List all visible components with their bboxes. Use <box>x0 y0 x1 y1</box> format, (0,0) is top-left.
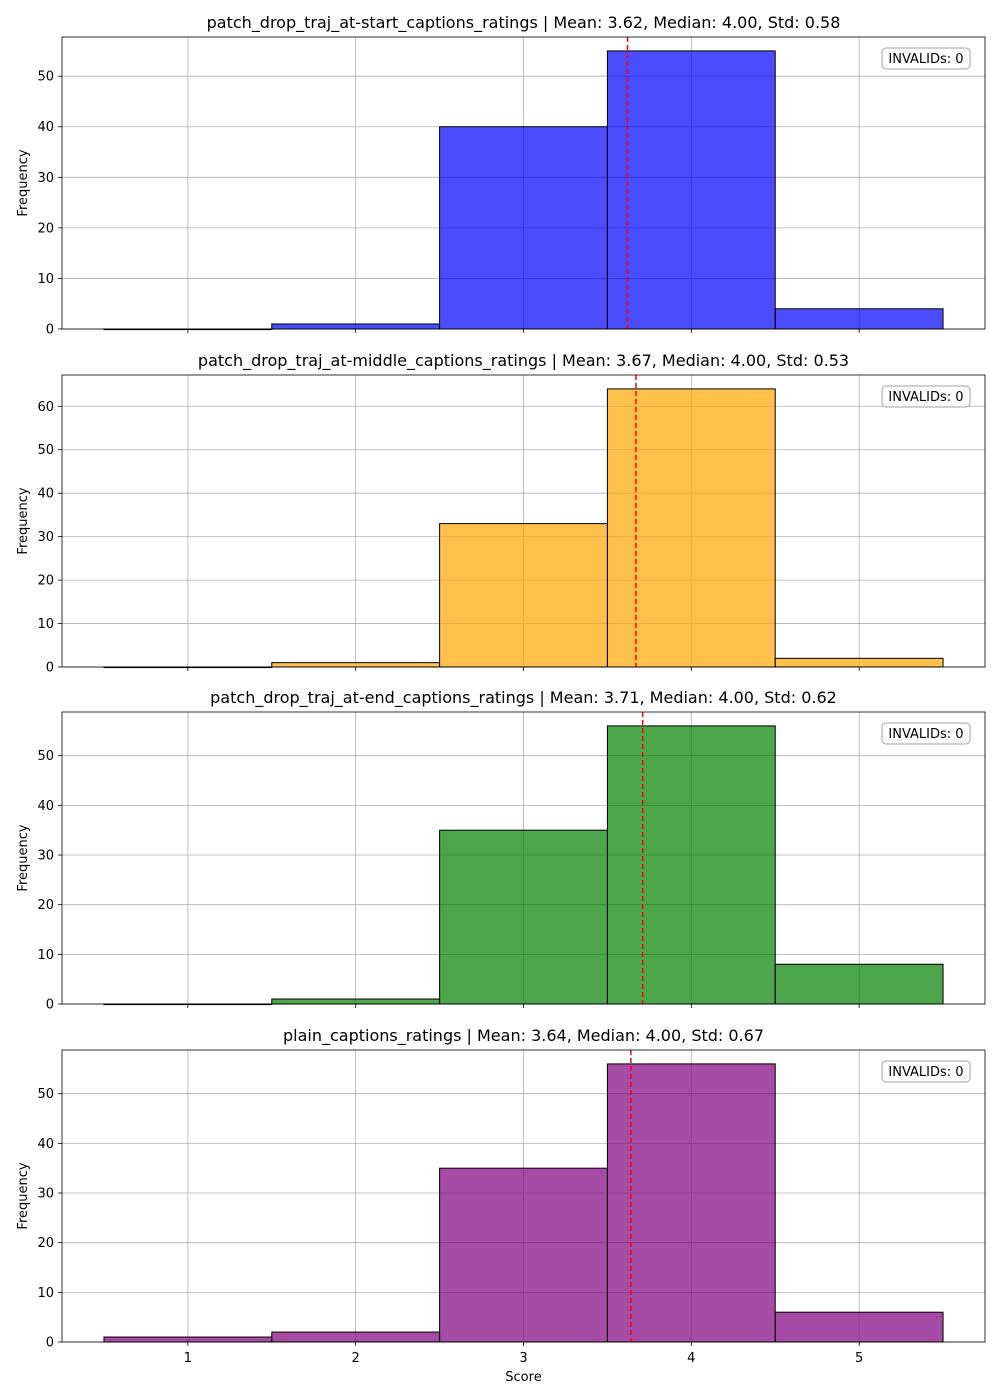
badge-box <box>881 722 971 745</box>
histogram-bar <box>774 1311 944 1343</box>
y-tick-label: 40 <box>37 799 54 814</box>
y-axis: 0 10 20 30 40 50 <box>37 70 62 338</box>
y-tick-label: 30 <box>37 849 54 864</box>
subplot-title: patch_drop_traj_at-start_captions_rating… <box>207 13 841 33</box>
invalids-badge: INVALIDs: 0 <box>881 385 971 408</box>
y-tick-label: 50 <box>37 1087 54 1102</box>
invalids-badge: INVALIDs: 0 <box>881 47 971 70</box>
badge-label: INVALIDs: 0 <box>888 390 963 405</box>
subplot-title: patch_drop_traj_at-end_captions_ratings … <box>210 688 837 708</box>
y-axis-label: Frequency <box>16 824 31 891</box>
histogram-bar <box>271 998 441 1005</box>
x-axis <box>187 1004 860 1008</box>
y-axis-label: Frequency <box>16 1162 31 1229</box>
x-axis-label: Score <box>505 1370 541 1385</box>
bars <box>103 388 944 669</box>
y-tick-label: 50 <box>37 443 54 458</box>
y-tick-label: 0 <box>46 661 54 676</box>
y-axis: 0 10 20 30 40 50 <box>37 1087 62 1351</box>
y-tick-label: 10 <box>37 272 54 287</box>
y-tick-label: 10 <box>37 948 54 963</box>
y-tick-label: 30 <box>37 1187 54 1202</box>
badge-box <box>881 47 971 70</box>
y-axis-label: Frequency <box>16 487 31 554</box>
y-tick-label: 60 <box>37 400 54 415</box>
x-axis: 1 2 3 4 5 <box>184 1342 863 1366</box>
histogram-bar <box>606 1063 776 1343</box>
y-tick-label: 20 <box>37 221 54 236</box>
badge-box <box>881 1060 971 1083</box>
y-axis: 0 10 20 30 40 50 60 <box>37 400 62 676</box>
subplot-title: plain_captions_ratings | Mean: 3.64, Med… <box>283 1026 764 1046</box>
x-tick-label: 4 <box>687 1351 695 1366</box>
subplot-3: 0 10 20 30 40 50 Frequency patch_drop_traj_at-e… <box>16 688 986 1013</box>
histogram-bar <box>606 50 776 330</box>
x-tick-label: 5 <box>855 1351 863 1366</box>
histogram-bar <box>606 388 776 668</box>
y-tick-label: 0 <box>46 323 54 338</box>
subplot-2: 0 10 20 30 40 50 60 Frequency patch_drop_traj_at… <box>16 351 986 676</box>
histogram-bar <box>103 1336 273 1343</box>
histogram-bar <box>439 523 608 668</box>
badge-label: INVALIDs: 0 <box>888 1065 963 1080</box>
y-tick-label: 30 <box>37 171 54 186</box>
y-tick-label: 0 <box>46 998 54 1013</box>
x-tick-label: 1 <box>184 1351 192 1366</box>
badge-label: INVALIDs: 0 <box>888 727 963 742</box>
subplot-1: 0 10 20 30 40 50 Frequency patch_drop_traj_at-s… <box>16 13 986 338</box>
badge-label: INVALIDs: 0 <box>888 52 963 67</box>
histogram-bar <box>439 126 608 330</box>
histogram-bar <box>439 829 608 1005</box>
y-axis-label: Frequency <box>16 149 31 216</box>
y-tick-label: 50 <box>37 70 54 85</box>
y-tick-label: 10 <box>37 617 54 632</box>
histogram-bar <box>774 963 944 1005</box>
y-tick-label: 50 <box>37 749 54 764</box>
histogram-bar <box>439 1167 608 1343</box>
histogram-bar <box>774 657 944 668</box>
subplot-title: patch_drop_traj_at-middle_captions_ratin… <box>198 351 849 371</box>
histogram-bar <box>271 1331 441 1343</box>
histogram-bar <box>271 323 441 330</box>
x-axis <box>187 667 860 671</box>
invalids-badge: INVALIDs: 0 <box>881 722 971 745</box>
y-tick-label: 0 <box>46 1336 54 1351</box>
invalids-badge: INVALIDs: 0 <box>881 1060 971 1083</box>
y-tick-label: 20 <box>37 574 54 589</box>
x-tick-label: 3 <box>519 1351 527 1366</box>
histogram-bar <box>271 662 441 668</box>
badge-box <box>881 385 971 408</box>
y-tick-label: 40 <box>37 487 54 502</box>
y-tick-label: 30 <box>37 530 54 545</box>
subplot-4: 0 10 20 30 40 50 1 2 3 4 5 Frequency plain_captions_… <box>16 1026 986 1385</box>
x-axis <box>187 329 860 333</box>
y-tick-label: 40 <box>37 1137 54 1152</box>
y-axis: 0 10 20 30 40 50 <box>37 749 62 1013</box>
y-tick-label: 10 <box>37 1286 54 1301</box>
bars <box>103 725 944 1006</box>
bars <box>103 1063 944 1343</box>
x-tick-label: 2 <box>352 1351 360 1366</box>
y-tick-label: 20 <box>37 898 54 913</box>
histogram-bar <box>774 308 944 330</box>
histogram-bar <box>606 725 776 1005</box>
y-tick-label: 40 <box>37 120 54 135</box>
y-tick-label: 20 <box>37 1236 54 1251</box>
